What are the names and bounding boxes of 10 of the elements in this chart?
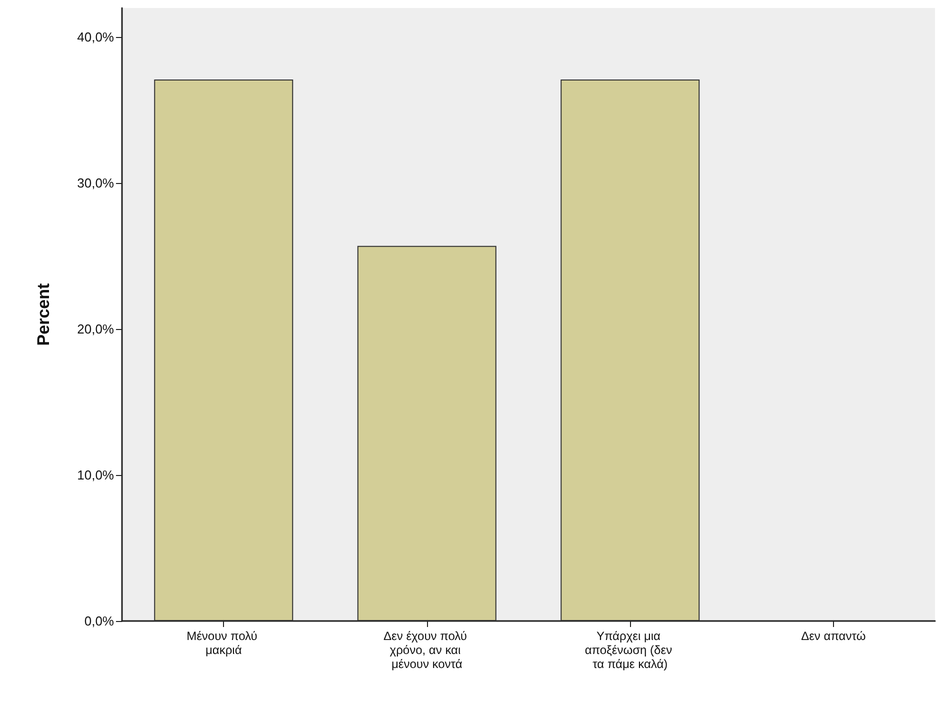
y-tick-label: 30,0% bbox=[77, 176, 114, 191]
y-tick-label: 40,0% bbox=[77, 30, 114, 45]
y-tick-label: 0,0% bbox=[84, 614, 114, 628]
x-tick-label: Μένουν πολύ μακριά bbox=[186, 629, 261, 657]
y-tick-label: 10,0% bbox=[77, 468, 114, 483]
x-tick-label: Δεν έχουν πολύ χρόνο, αν και μένουν κοντά bbox=[383, 629, 470, 671]
x-tick-label: Δεν απαντώ bbox=[801, 629, 866, 643]
y-axis-title: Percent bbox=[34, 282, 53, 346]
y-tick-label: 20,0% bbox=[77, 322, 114, 337]
x-tick-label: Υπάρχει μια αποξένωση (δεν τα πάμε καλά) bbox=[584, 629, 676, 671]
